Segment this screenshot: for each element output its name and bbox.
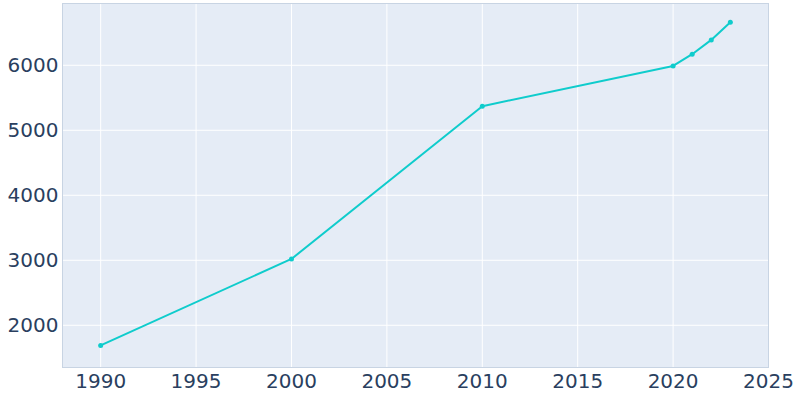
svg-text:4000: 4000 [8,183,59,207]
svg-text:1990: 1990 [75,369,126,393]
svg-text:2025: 2025 [743,369,794,393]
svg-text:1995: 1995 [171,369,222,393]
svg-text:3000: 3000 [8,248,59,272]
svg-text:2015: 2015 [552,369,603,393]
svg-text:2010: 2010 [457,369,508,393]
svg-text:2020: 2020 [648,369,699,393]
svg-text:2000: 2000 [8,313,59,337]
svg-text:2005: 2005 [361,369,412,393]
svg-text:2000: 2000 [266,369,317,393]
svg-text:5000: 5000 [8,118,59,142]
svg-text:6000: 6000 [8,53,59,77]
